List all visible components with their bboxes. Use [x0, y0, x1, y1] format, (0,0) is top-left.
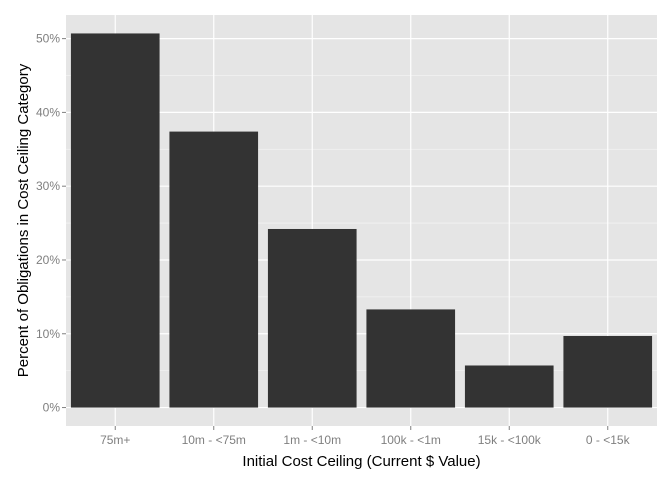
y-tick-label: 50% [36, 32, 60, 46]
y-tick-label: 40% [36, 105, 60, 119]
y-axis: 0% 10% 20% 30% 40% 50% [36, 32, 66, 415]
x-tick-label: 15k - <100k [478, 433, 542, 447]
bar [366, 309, 456, 408]
y-axis-title: Percent of Obligations in Cost Ceiling C… [15, 63, 32, 377]
grid-minor [66, 75, 657, 372]
bar [70, 33, 160, 408]
x-tick-label: 1m - <10m [283, 433, 341, 447]
plot-panel [66, 15, 657, 426]
x-tick-label: 0 - <15k [586, 433, 631, 447]
x-tick-label: 75m+ [100, 433, 130, 447]
bar [464, 365, 554, 408]
grid-major [66, 15, 657, 426]
y-tick-label: 0% [43, 401, 61, 415]
x-tick-label: 10m - <75m [182, 433, 246, 447]
x-axis: 75m+ 10m - <75m 1m - <10m 100k - <1m 15k - <… [100, 426, 631, 447]
bar [267, 228, 357, 408]
x-tick-label: 100k - <1m [381, 433, 441, 447]
y-tick-label: 20% [36, 253, 60, 267]
bars-group [70, 33, 653, 408]
y-tick-label: 30% [36, 179, 60, 193]
x-axis-title: Initial Cost Ceiling (Current $ Value) [242, 453, 480, 470]
bar [563, 335, 653, 408]
y-tick-label: 10% [36, 327, 60, 341]
bar [169, 131, 259, 408]
